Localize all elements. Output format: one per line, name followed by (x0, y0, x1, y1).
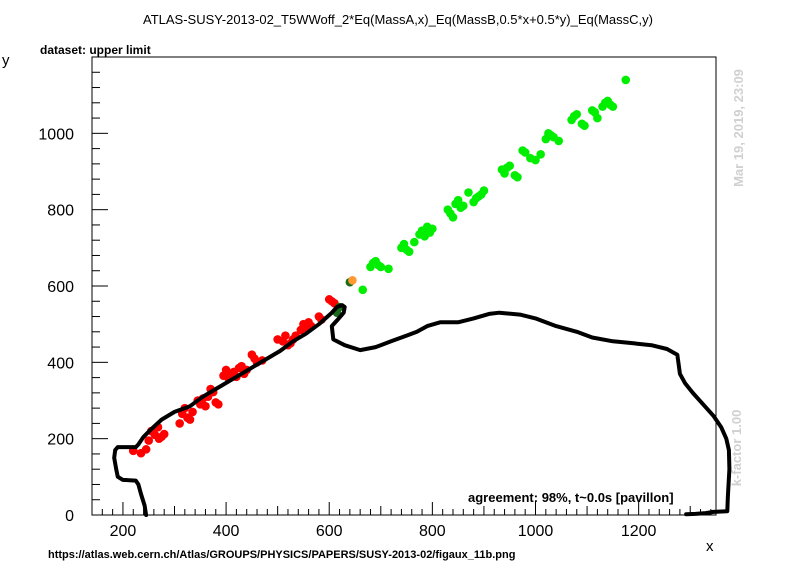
point-excluded (188, 407, 197, 417)
x-tick-label: 600 (316, 523, 343, 540)
point-excluded (185, 415, 195, 424)
point-allowed (593, 113, 602, 123)
point-allowed (608, 102, 618, 111)
point-allowed (621, 75, 631, 85)
y-axis-label: y (2, 52, 10, 69)
y-tick-label: 400 (47, 355, 74, 372)
point-allowed (513, 172, 522, 182)
y-tick-label: 0 (65, 508, 74, 525)
x-tick-label: 1000 (518, 523, 554, 540)
point-allowed (520, 148, 530, 157)
point-excluded (214, 400, 223, 409)
x-axis-label: x (706, 538, 714, 555)
point-allowed (404, 247, 414, 256)
point-allowed (453, 195, 463, 205)
x-tick-label: 200 (110, 523, 137, 540)
point-excluded (281, 331, 290, 340)
x-tick-label: 800 (419, 523, 446, 540)
point-excluded (201, 401, 210, 411)
point-border-allowed (348, 275, 357, 285)
x-tick-label: 1200 (621, 523, 657, 540)
chart-title: ATLAS-SUSY-2013-02_T5WWoff_2*Eq(MassA,x)… (143, 12, 653, 27)
dataset-label: dataset: upper limit (40, 43, 151, 57)
axis-tick-labels: 200 400 600 800 1000 1200 0 200 400 600 800 1000 (38, 126, 656, 540)
point-allowed (358, 285, 368, 295)
x-tick-label: 400 (213, 523, 240, 540)
y-tick-label: 600 (47, 279, 74, 296)
point-allowed (459, 201, 468, 211)
point-allowed (448, 213, 458, 222)
point-allowed (384, 264, 393, 274)
kfactor-label: k-factor 1.00 (729, 409, 744, 487)
point-allowed (376, 262, 386, 272)
data-points (128, 75, 631, 458)
source-url: https://atlas.web.cern.ch/Atlas/GROUPS/P… (48, 549, 516, 561)
point-allowed (479, 186, 489, 195)
plot-frame (91, 56, 717, 516)
y-tick-label: 1000 (38, 126, 74, 143)
point-allowed (554, 136, 564, 146)
point-allowed (464, 188, 473, 197)
point-allowed (580, 121, 589, 130)
point-allowed (505, 161, 515, 171)
point-excluded (141, 445, 151, 454)
point-allowed (428, 224, 437, 234)
point-excluded (175, 419, 184, 428)
point-allowed (536, 150, 545, 159)
axis-ticks (91, 56, 712, 516)
y-tick-label: 800 (47, 203, 74, 220)
point-excluded (144, 436, 154, 445)
point-allowed (531, 155, 540, 165)
timestamp-label: Mar 19, 2019, 23:09 (731, 69, 746, 187)
y-tick-label: 200 (47, 432, 74, 449)
agreement-annotation: agreement: 98%, t~0.0s [pavillon] (468, 490, 674, 505)
exclusion-limit-line (112, 303, 732, 517)
point-allowed (572, 109, 582, 119)
point-excluded (159, 429, 169, 439)
point-allowed (410, 237, 419, 247)
